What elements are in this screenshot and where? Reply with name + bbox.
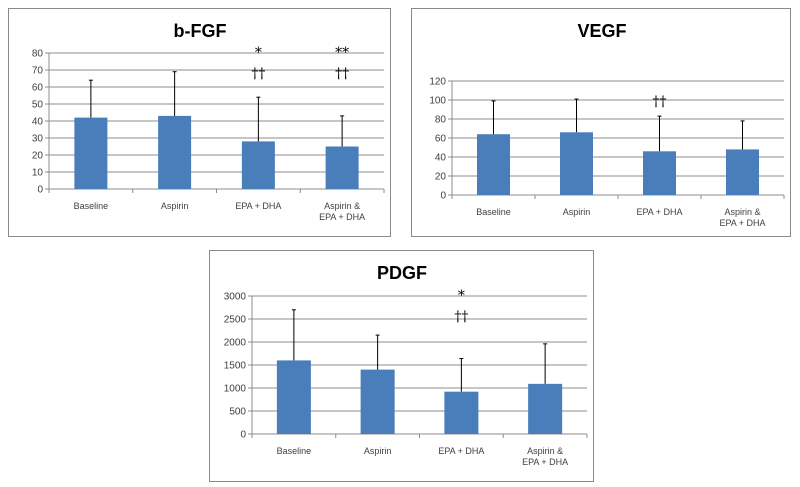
y-tick-label: 2500: [224, 315, 247, 326]
x-category-label: EPA + DHA: [438, 446, 484, 456]
bar: [241, 141, 275, 189]
y-tick-label: 1500: [224, 361, 247, 372]
y-tick-label: 50: [32, 100, 44, 111]
chart-panel-pdgf: PDGF 0 500 1000 1500 2000 2500 3000 Baseline Asp…: [209, 250, 594, 482]
bar: [477, 134, 510, 195]
bar: [444, 391, 479, 434]
y-tick-label: 0: [440, 191, 446, 202]
y-tick-label: 2000: [224, 338, 247, 349]
y-tick-label: 500: [229, 407, 246, 418]
bar: [74, 117, 108, 189]
x-category-label: Aspirin: [364, 446, 392, 456]
bar: [360, 369, 395, 434]
chart-bfgf: b-FGF 0 10 20 30 40 50 60 70 80 Baseline Aspirin EP…: [32, 21, 385, 222]
significance-mark: *: [458, 288, 465, 304]
y-tick-label: 20: [32, 151, 44, 162]
y-tick-label: 1000: [224, 384, 247, 395]
bar: [276, 360, 311, 434]
y-tick-label: 120: [429, 77, 446, 88]
x-category-label: EPA + DHA: [235, 201, 281, 211]
chart-title: VEGF: [577, 21, 626, 41]
bar: [528, 383, 563, 434]
chart-panel-vegf: VEGF 0 20 40 60 80 100 120 Baseline Aspirin EPA +…: [411, 8, 791, 237]
significance-mark: ††: [454, 309, 468, 325]
y-tick-label: 60: [32, 83, 44, 94]
significance-mark: ††: [653, 94, 667, 110]
x-category-label: Aspirin: [161, 201, 189, 211]
chart-title: b-FGF: [174, 21, 227, 41]
bar: [325, 146, 359, 189]
y-tick-label: 30: [32, 134, 44, 145]
significance-mark: ††: [335, 66, 349, 82]
y-tick-label: 80: [435, 115, 447, 126]
bar: [560, 132, 593, 195]
significance-mark: ††: [251, 66, 265, 82]
y-tick-label: 100: [429, 96, 446, 107]
x-category-label: Aspirin & EPA + DHA: [719, 207, 765, 228]
chart-vegf: VEGF 0 20 40 60 80 100 120 Baseline Aspirin EPA +…: [429, 21, 785, 228]
significance-mark: *: [255, 45, 262, 61]
chart-pdgf: PDGF 0 500 1000 1500 2000 2500 3000 Baseline Asp…: [224, 263, 588, 467]
y-tick-label: 0: [240, 430, 246, 441]
x-category-label: EPA + DHA: [636, 207, 682, 217]
y-tick-label: 80: [32, 49, 44, 60]
y-tick-label: 3000: [224, 292, 247, 303]
x-category-label: Baseline: [277, 446, 312, 456]
x-category-label: Aspirin & EPA + DHA: [319, 201, 365, 222]
x-category-label: Aspirin & EPA + DHA: [522, 446, 568, 467]
x-category-label: Baseline: [74, 201, 109, 211]
y-tick-label: 40: [435, 153, 447, 164]
x-category-label: Baseline: [476, 207, 511, 217]
bar: [643, 151, 676, 195]
x-category-label: Aspirin: [563, 207, 591, 217]
y-tick-label: 70: [32, 66, 44, 77]
y-tick-label: 0: [37, 185, 43, 196]
y-tick-label: 10: [32, 168, 44, 179]
chart-panel-bfgf: b-FGF 0 10 20 30 40 50 60 70 80 Baseline Aspirin EP…: [8, 8, 391, 237]
y-tick-label: 40: [32, 117, 44, 128]
chart-title: PDGF: [377, 263, 427, 283]
bar: [158, 115, 192, 189]
significance-mark: **: [335, 45, 349, 61]
y-tick-label: 60: [435, 134, 447, 145]
y-tick-label: 20: [435, 172, 447, 183]
bar: [726, 149, 759, 195]
